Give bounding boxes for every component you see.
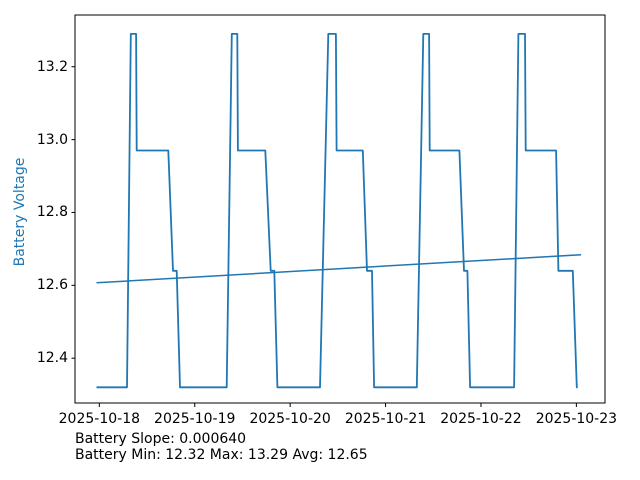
y-tick-label: 13.2: [36, 58, 68, 75]
y-tick-label: 13.0: [36, 131, 68, 148]
y-tick-label: 12.8: [36, 204, 68, 221]
slope-text: Battery Slope: 0.000640: [75, 431, 247, 447]
axes-frame: [74, 14, 606, 404]
y-tick-label: 12.4: [36, 350, 68, 367]
y-tick-label: 12.6: [36, 277, 68, 294]
x-tick-label: 2025-10-21: [344, 411, 427, 427]
min-max-avg-text: Battery Min: 12.32 Max: 13.29 Avg: 12.65: [75, 446, 368, 463]
battery-trend-line: [96, 253, 582, 284]
x-tick-label: 2025-10-20: [249, 411, 331, 427]
stats-annotation: Battery Slope: 0.000640 Battery Min: 12.…: [75, 431, 368, 463]
x-tick-label: 2025-10-19: [154, 411, 236, 427]
x-tick-label: 2025-10-18: [58, 411, 141, 427]
x-tick-label: 2025-10-23: [535, 411, 618, 427]
x-tick-label: 2025-10-22: [440, 411, 522, 427]
battery-voltage-line: [96, 33, 578, 389]
